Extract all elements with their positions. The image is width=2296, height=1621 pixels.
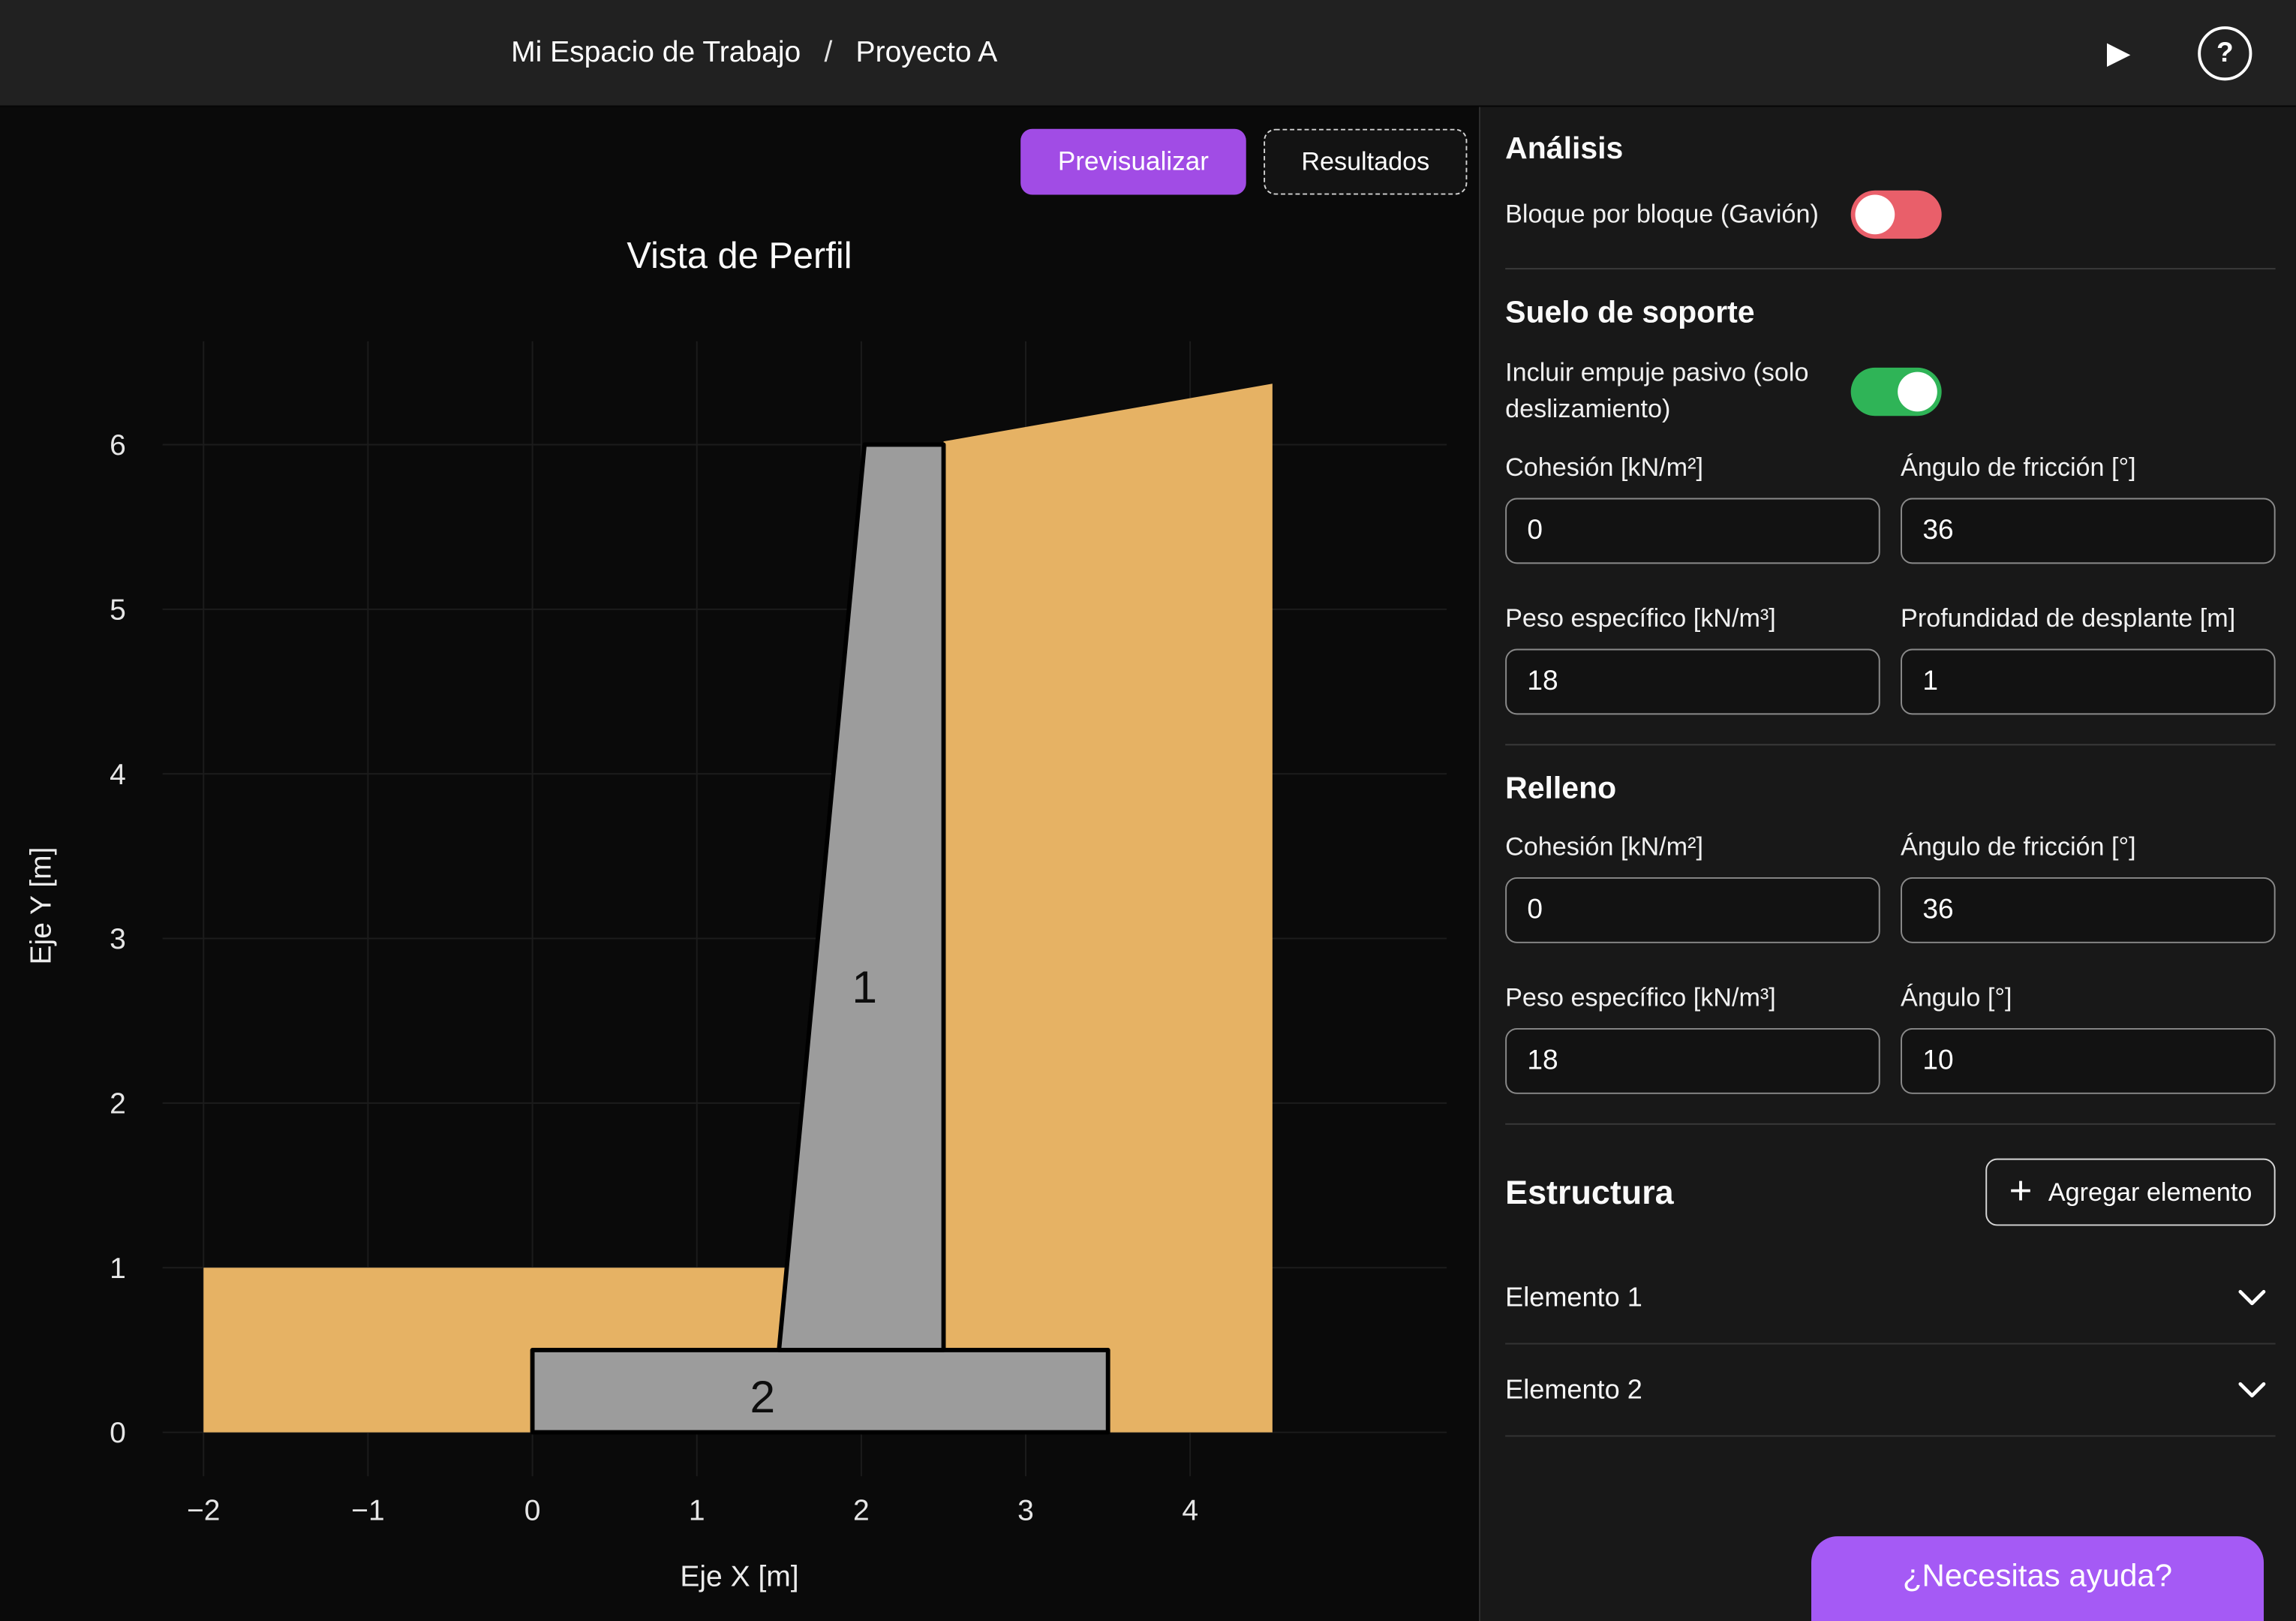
support-soil-fields: Cohesión [kN/m²] Ángulo de fricción [°] … — [1505, 450, 2276, 715]
block-by-block-row: Bloque por bloque (Gavión) — [1505, 190, 2275, 239]
section-title-support-soil: Suelo de soporte — [1505, 296, 1755, 330]
embedment-depth-input[interactable] — [1901, 648, 2276, 715]
svg-text:0: 0 — [110, 1417, 126, 1449]
svg-text:0: 0 — [524, 1495, 541, 1527]
toggle-knob — [1898, 371, 1937, 411]
block-by-block-label: Bloque por bloque (Gavión) — [1505, 199, 1819, 229]
field-label: Cohesión [kN/m²] — [1505, 453, 1703, 483]
breadcrumb-project[interactable]: Proyecto A — [855, 36, 998, 69]
field-friction-backfill: Ángulo de fricción [°] — [1901, 829, 2276, 943]
friction-angle-support-input[interactable] — [1901, 498, 2276, 564]
chevron-down-icon — [2238, 1382, 2266, 1398]
field-label: Ángulo de fricción [°] — [1901, 832, 2136, 862]
field-label: Ángulo [°] — [1901, 982, 2012, 1012]
field-slope-angle: Ángulo [°] — [1901, 980, 2276, 1094]
svg-text:4: 4 — [1182, 1495, 1198, 1527]
breadcrumb-workspace[interactable]: Mi Espacio de Trabajo — [511, 36, 801, 69]
svg-text:2: 2 — [853, 1495, 870, 1527]
field-embedment-depth: Profundidad de desplante [m] — [1901, 600, 2276, 715]
divider — [1505, 268, 2276, 270]
run-icon[interactable]: ▶ — [2106, 36, 2131, 71]
field-cohesion-support: Cohesión [kN/m²] — [1505, 450, 1880, 564]
element-label: Elemento 2 — [1505, 1373, 1642, 1405]
svg-text:−1: −1 — [351, 1495, 384, 1527]
svg-text:3: 3 — [1017, 1495, 1034, 1527]
breadcrumb-separator: / — [824, 36, 833, 69]
element-row-2[interactable]: Elemento 2 — [1505, 1344, 2276, 1437]
svg-text:−2: −2 — [187, 1495, 220, 1527]
element-row-1[interactable]: Elemento 1 — [1505, 1253, 2276, 1345]
field-unit-weight-backfill: Peso específico [kN/m³] — [1505, 980, 1880, 1094]
add-element-button[interactable]: + Agregar elemento — [1985, 1158, 2276, 1226]
chevron-down-icon — [2238, 1289, 2266, 1306]
element-list: Elemento 1 Elemento 2 — [1505, 1253, 2276, 1437]
field-label: Peso específico [kN/m³] — [1505, 982, 1776, 1012]
chart-title: Vista de Perfil — [627, 236, 852, 277]
structure-header: Estructura + Agregar elemento — [1505, 1158, 2276, 1226]
section-title-analysis: Análisis — [1505, 131, 1624, 166]
unit-weight-backfill-input[interactable] — [1505, 1027, 1880, 1094]
svg-text:2: 2 — [110, 1088, 126, 1120]
svg-text:3: 3 — [110, 923, 126, 955]
field-label: Cohesión [kN/m²] — [1505, 832, 1703, 862]
section-title-backfill: Relleno — [1505, 771, 1617, 806]
passive-pressure-row: Incluir empuje pasivo (solo deslizamient… — [1505, 354, 2275, 428]
results-button[interactable]: Resultados — [1264, 128, 1468, 195]
field-cohesion-backfill: Cohesión [kN/m²] — [1505, 829, 1880, 943]
slope-angle-input[interactable] — [1901, 1027, 2276, 1094]
svg-text:4: 4 — [110, 759, 126, 791]
plus-icon: + — [2009, 1168, 2033, 1212]
toggle-knob — [1855, 194, 1895, 235]
help-icon[interactable]: ? — [2198, 26, 2252, 81]
field-friction-support: Ángulo de fricción [°] — [1901, 450, 2276, 564]
breadcrumb: Mi Espacio de Trabajo / Proyecto A — [511, 0, 997, 107]
add-element-label: Agregar elemento — [2048, 1177, 2252, 1207]
divider — [1505, 1123, 2276, 1125]
svg-text:6: 6 — [110, 429, 126, 462]
element-label: Elemento 1 — [1505, 1281, 1642, 1313]
svg-text:1: 1 — [852, 961, 877, 1012]
field-label: Profundidad de desplante [m] — [1901, 603, 2236, 633]
field-label: Peso específico [kN/m³] — [1505, 603, 1776, 633]
profile-plot: 1 2 0 1 2 3 4 5 6 −2 −1 0 1 2 3 4 — [110, 341, 1447, 1527]
cohesion-support-input[interactable] — [1505, 498, 1880, 564]
svg-text:2: 2 — [750, 1371, 776, 1422]
field-label: Ángulo de fricción [°] — [1901, 453, 2136, 483]
topbar: Mi Espacio de Trabajo / Proyecto A ▶ ? — [0, 0, 2296, 107]
need-help-button[interactable]: ¿Necesitas ayuda? — [1811, 1536, 2264, 1621]
svg-text:1: 1 — [689, 1495, 705, 1527]
chart-mode-buttons: Previsualizar Resultados — [1020, 128, 1468, 195]
preview-button[interactable]: Previsualizar — [1020, 128, 1246, 195]
friction-angle-backfill-input[interactable] — [1901, 877, 2276, 943]
svg-text:1: 1 — [110, 1253, 126, 1285]
backfill-fields: Cohesión [kN/m²] Ángulo de fricción [°] … — [1505, 829, 2276, 1094]
main-content: 1 2 0 1 2 3 4 5 6 −2 −1 0 1 2 3 4 Previsualizar Resulta… — [0, 107, 2296, 1621]
x-axis-label: Eje X [m] — [680, 1561, 799, 1594]
svg-text:5: 5 — [110, 594, 126, 626]
passive-pressure-label: Incluir empuje pasivo (solo deslizamient… — [1505, 357, 1809, 423]
profile-chart-area: 1 2 0 1 2 3 4 5 6 −2 −1 0 1 2 3 4 Previsualizar Resulta… — [0, 107, 1480, 1621]
divider — [1505, 744, 2276, 746]
settings-panel: Análisis Bloque por bloque (Gavión) Suel… — [1479, 107, 2296, 1621]
block-by-block-toggle[interactable] — [1850, 190, 1942, 239]
cohesion-backfill-input[interactable] — [1505, 877, 1880, 943]
passive-pressure-toggle[interactable] — [1850, 366, 1942, 416]
section-title-structure: Estructura — [1505, 1172, 1674, 1210]
field-unit-weight-support: Peso específico [kN/m³] — [1505, 600, 1880, 715]
y-axis-label: Eje Y [m] — [26, 847, 59, 965]
topbar-actions: ▶ ? — [2107, 0, 2252, 107]
unit-weight-support-input[interactable] — [1505, 648, 1880, 715]
